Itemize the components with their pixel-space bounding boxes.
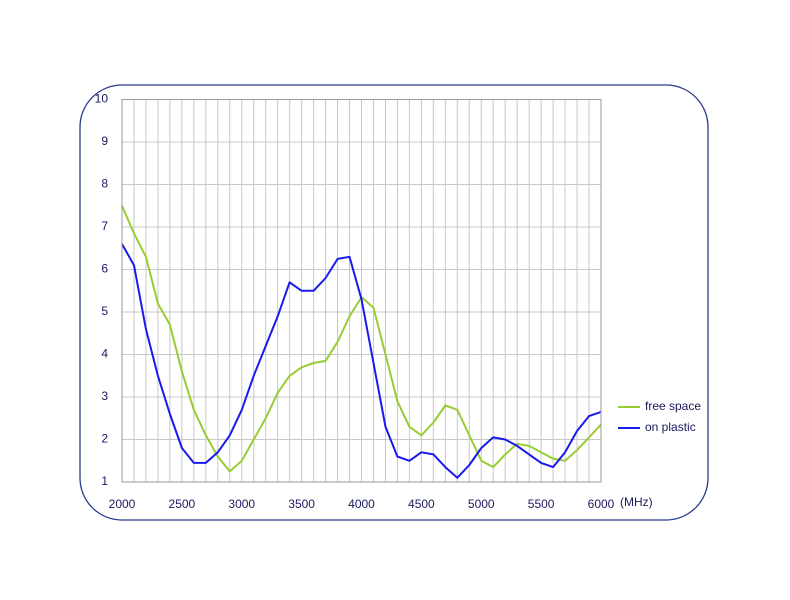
x-tick-label: 2500 — [169, 497, 196, 511]
x-tick-label: 5000 — [468, 497, 495, 511]
frame — [79, 84, 709, 521]
x-tick-label: 2000 — [109, 497, 136, 511]
x-unit-label: (MHz) — [620, 495, 653, 509]
y-tick-label: 3 — [101, 389, 108, 403]
x-tick-label: 5500 — [528, 497, 555, 511]
y-tick-label: 7 — [101, 219, 108, 233]
y-tick-label: 2 — [101, 432, 108, 446]
y-tick-label: 10 — [95, 92, 109, 106]
y-tick-label: 4 — [101, 347, 108, 361]
legend-label: free space — [645, 399, 701, 413]
x-tick-label: 4500 — [408, 497, 435, 511]
y-tick-label: 6 — [101, 262, 108, 276]
y-tick-label: 5 — [101, 304, 108, 318]
x-tick-label: 4000 — [348, 497, 375, 511]
y-tick-label: 1 — [101, 474, 108, 488]
series-line — [121, 243, 602, 479]
y-tick-label: 8 — [101, 177, 108, 191]
legend-label: on plastic — [645, 420, 696, 434]
plot-border — [121, 99, 602, 483]
x-tick-label: 6000 — [588, 497, 615, 511]
x-tick-label: 3000 — [228, 497, 255, 511]
y-tick-label: 9 — [101, 134, 108, 148]
x-tick-label: 3500 — [288, 497, 315, 511]
